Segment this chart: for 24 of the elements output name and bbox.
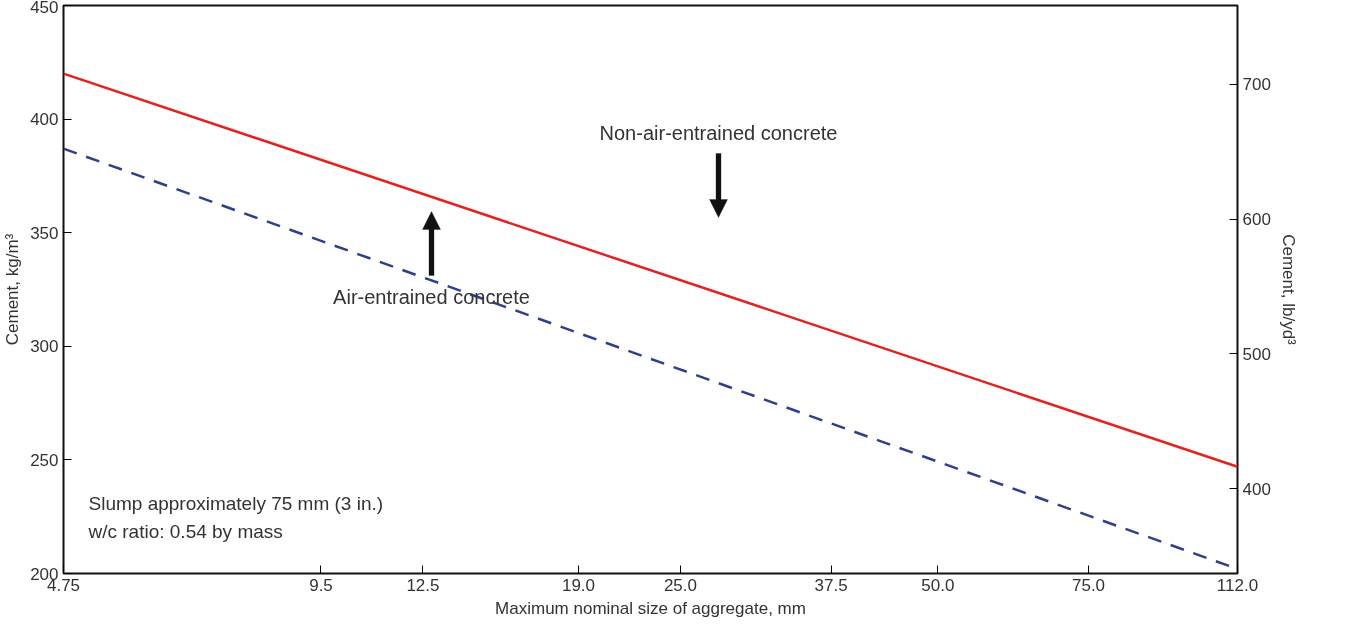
y2-tick-label: 400	[1242, 479, 1271, 499]
x-axis-title: Maximum nominal size of aggregate, mm	[495, 598, 806, 618]
annotation: Air-entrained concrete	[333, 285, 530, 308]
x-tick-label: 112.0	[1216, 575, 1259, 595]
x-tick-label: 12.5	[406, 575, 440, 595]
x-tick-label: 19.0	[561, 575, 596, 595]
x-tick-label: 50.0	[921, 575, 955, 595]
x-tick-label: 75.0	[1071, 575, 1106, 595]
annotation: Non-air-entrained concrete	[599, 121, 838, 144]
y-tick-label: 250	[30, 450, 59, 470]
annotation: Slump approximately 75 mm (3 in.)	[88, 492, 384, 514]
x-tick-label: 9.5	[309, 575, 333, 595]
y-axis-title: Cement, kg/m³	[3, 233, 23, 346]
y2-tick-label: 700	[1242, 75, 1271, 95]
y-tick-label: 400	[30, 110, 59, 130]
annotation: w/c ratio: 0.54 by mass	[87, 520, 283, 542]
y2-tick-label: 600	[1242, 210, 1271, 230]
y-tick-label: 300	[30, 337, 59, 357]
y2-axis-title: Cement, lb/yd³	[1278, 234, 1298, 346]
y-tick-label: 450	[30, 0, 59, 17]
y2-tick-label: 500	[1242, 344, 1271, 364]
x-tick-label: 37.5	[814, 575, 848, 595]
x-tick-label: 25.0	[663, 575, 697, 595]
y-tick-label: 350	[30, 223, 59, 243]
